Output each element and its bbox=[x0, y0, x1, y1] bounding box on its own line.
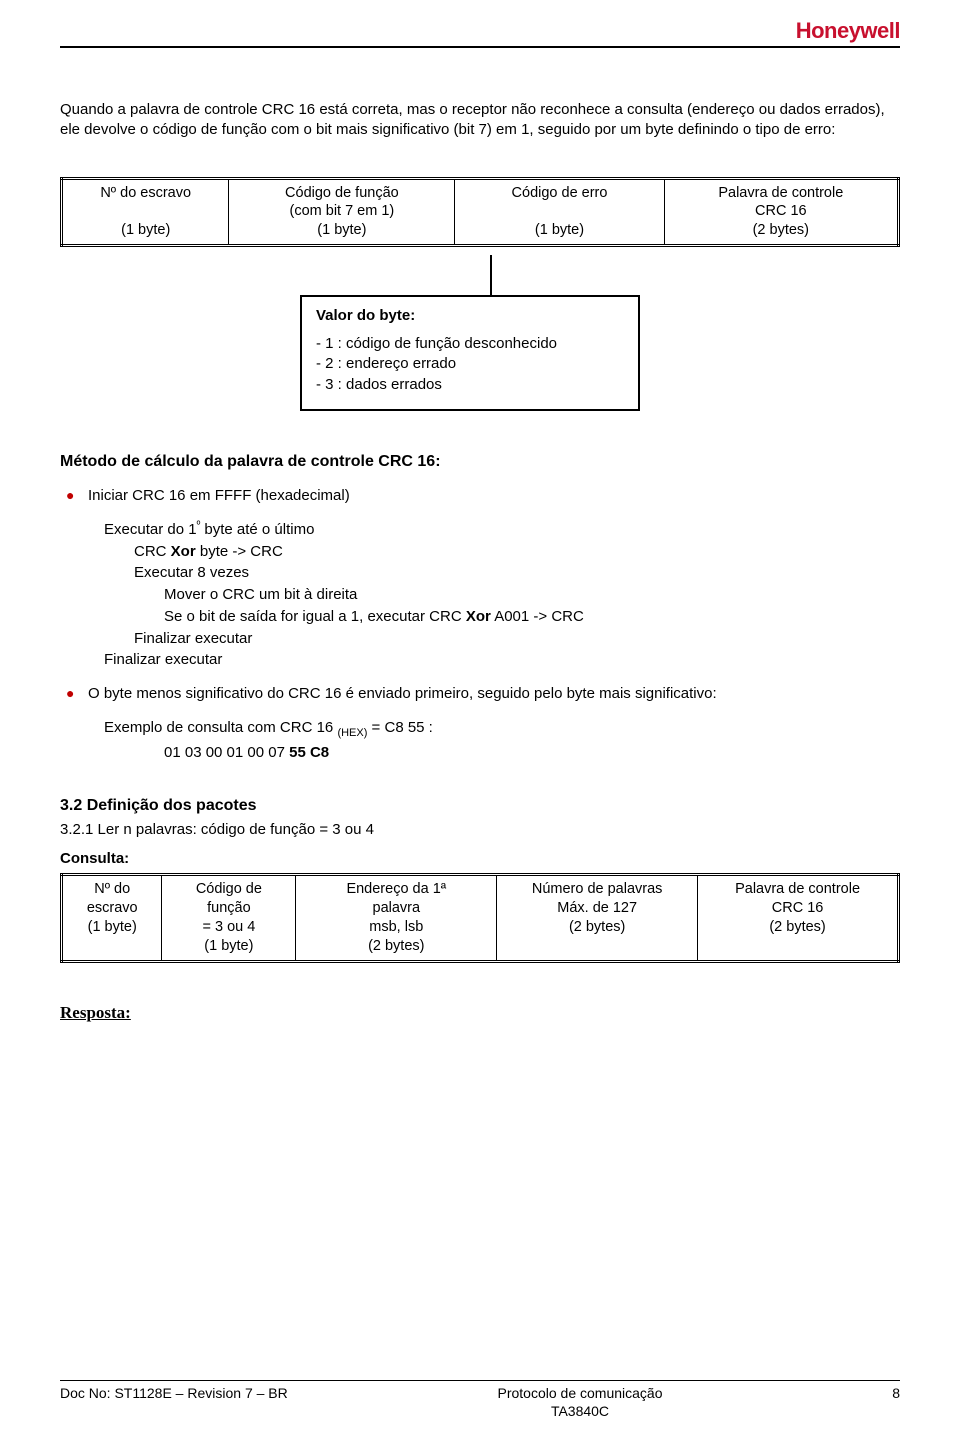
consulta-label: Consulta: bbox=[60, 850, 900, 867]
cell-line: Número de palavras bbox=[532, 881, 663, 897]
algo-line: Finalizar executar bbox=[60, 649, 900, 671]
text: byte até o último bbox=[200, 521, 314, 538]
text: = C8 55 : bbox=[367, 719, 432, 736]
footer-title-2: TA3840C bbox=[551, 1403, 609, 1419]
algo-line: Finalizar executar bbox=[60, 628, 900, 650]
cell-line: Nº do bbox=[94, 881, 130, 897]
callout-connector-vertical bbox=[490, 255, 492, 295]
footer-rule bbox=[60, 1380, 900, 1381]
cell-line: Máx. de 127 bbox=[557, 900, 637, 916]
cell-line: função bbox=[207, 900, 251, 916]
section-3-2-heading: 3.2 Definição dos pacotes bbox=[60, 797, 900, 815]
cell-line: (1 byte) bbox=[88, 919, 137, 935]
cell-line: CRC 16 bbox=[755, 203, 807, 219]
cell-line: escravo bbox=[87, 900, 138, 916]
callout-wrapper: Valor do byte: - 1 : código de função de… bbox=[60, 255, 900, 425]
cell-line: (2 bytes) bbox=[753, 222, 809, 238]
footer-title-1: Protocolo de comunicação bbox=[498, 1385, 663, 1401]
table-cell: Nº do escravo (1 byte) bbox=[62, 178, 229, 246]
text: Executar do 1 bbox=[104, 521, 197, 538]
cell-line: Nº do escravo bbox=[100, 185, 191, 201]
algo-line: Executar 8 vezes bbox=[60, 562, 900, 584]
bullet-text: Iniciar CRC 16 em FFFF (hexadecimal) bbox=[88, 487, 350, 504]
page-content: Quando a palavra de controle CRC 16 está… bbox=[60, 0, 900, 1023]
cell-line: (1 byte) bbox=[317, 222, 366, 238]
cell-line: (1 byte) bbox=[204, 938, 253, 954]
text-bold: Xor bbox=[171, 543, 196, 560]
cell-line: msb, lsb bbox=[369, 919, 423, 935]
callout-line: - 2 : endereço errado bbox=[316, 354, 624, 374]
cell-line: Palavra de controle bbox=[718, 185, 843, 201]
callout-title: Valor do byte: bbox=[316, 307, 624, 324]
footer-doc-no: Doc No: ST1128E – Revision 7 – BR bbox=[60, 1385, 320, 1420]
footer-center: Protocolo de comunicação TA3840C bbox=[320, 1385, 840, 1420]
cell-line: CRC 16 bbox=[772, 900, 824, 916]
footer-page-number: 8 bbox=[840, 1385, 900, 1420]
header-rule bbox=[60, 46, 900, 48]
method-heading: Método de cálculo da palavra de controle… bbox=[60, 453, 900, 471]
cell-line: (1 byte) bbox=[535, 222, 584, 238]
method-list: Iniciar CRC 16 em FFFF (hexadecimal) bbox=[60, 485, 900, 507]
table-cell: Nº do escravo (1 byte) bbox=[62, 875, 162, 961]
header-logo-area: Honeywell bbox=[796, 18, 900, 44]
text: Exemplo de consulta com CRC 16 bbox=[104, 719, 337, 736]
cell-line: (2 bytes) bbox=[368, 938, 424, 954]
page-footer: Doc No: ST1128E – Revision 7 – BR Protoc… bbox=[60, 1380, 900, 1420]
callout-box: Valor do byte: - 1 : código de função de… bbox=[300, 295, 640, 411]
cell-line: palavra bbox=[373, 900, 421, 916]
text: byte -> CRC bbox=[196, 543, 283, 560]
cell-line: Endereço da 1ª bbox=[346, 881, 446, 897]
intro-paragraph: Quando a palavra de controle CRC 16 está… bbox=[60, 100, 900, 141]
table-cell: Endereço da 1ª palavra msb, lsb (2 bytes… bbox=[296, 875, 497, 961]
cell-line: Palavra de controle bbox=[735, 881, 860, 897]
algo-line: Mover o CRC um bit à direita bbox=[60, 584, 900, 606]
callout-line: - 1 : código de função desconhecido bbox=[316, 334, 624, 354]
table-cell: Palavra de controle CRC 16 (2 bytes) bbox=[664, 178, 898, 246]
table-cell: Número de palavras Máx. de 127 (2 bytes) bbox=[497, 875, 698, 961]
table-cell: Código de função = 3 ou 4 (1 byte) bbox=[162, 875, 296, 961]
text-bold: 55 C8 bbox=[289, 744, 329, 761]
text-sub: (HEX) bbox=[337, 727, 367, 739]
cell-line: Código de erro bbox=[512, 185, 608, 201]
brand-logo: Honeywell bbox=[796, 18, 900, 43]
section-3-2-1-heading: 3.2.1 Ler n palavras: código de função =… bbox=[60, 821, 900, 838]
text: Se o bit de saída for igual a 1, executa… bbox=[164, 608, 466, 625]
example-line: Exemplo de consulta com CRC 16 (HEX) = C… bbox=[60, 717, 900, 742]
algo-line: Executar do 1º byte até o último bbox=[60, 519, 900, 541]
list-item: Iniciar CRC 16 em FFFF (hexadecimal) bbox=[66, 485, 900, 507]
cell-line: (2 bytes) bbox=[569, 919, 625, 935]
algo-line: Se o bit de saída for igual a 1, executa… bbox=[60, 606, 900, 628]
algo-line: CRC Xor byte -> CRC bbox=[60, 541, 900, 563]
cell-line: Código de bbox=[196, 881, 262, 897]
resposta-label: Resposta: bbox=[60, 1003, 900, 1023]
table-cell: Código de função (com bit 7 em 1) (1 byt… bbox=[229, 178, 455, 246]
bullet-text: O byte menos significativo do CRC 16 é e… bbox=[88, 685, 717, 702]
table-cell: Código de erro (1 byte) bbox=[455, 178, 664, 246]
cell-line: (2 bytes) bbox=[769, 919, 825, 935]
cell-line: = 3 ou 4 bbox=[202, 919, 255, 935]
example-bytes: 01 03 00 01 00 07 55 C8 bbox=[60, 742, 900, 764]
text: A001 -> CRC bbox=[491, 608, 584, 625]
cell-line: Código de função bbox=[285, 185, 399, 201]
callout-line: - 3 : dados errados bbox=[316, 375, 624, 395]
text-bold: Xor bbox=[466, 608, 491, 625]
cell-line: (1 byte) bbox=[121, 222, 170, 238]
list-item: O byte menos significativo do CRC 16 é e… bbox=[66, 683, 900, 705]
error-frame-table: Nº do escravo (1 byte) Código de função … bbox=[60, 177, 900, 248]
text: 01 03 00 01 00 07 bbox=[164, 744, 289, 761]
table-cell: Palavra de controle CRC 16 (2 bytes) bbox=[698, 875, 899, 961]
consulta-frame-table: Nº do escravo (1 byte) Código de função … bbox=[60, 873, 900, 962]
method-list-2: O byte menos significativo do CRC 16 é e… bbox=[60, 683, 900, 705]
text: CRC bbox=[134, 543, 171, 560]
cell-line: (com bit 7 em 1) bbox=[290, 203, 395, 219]
